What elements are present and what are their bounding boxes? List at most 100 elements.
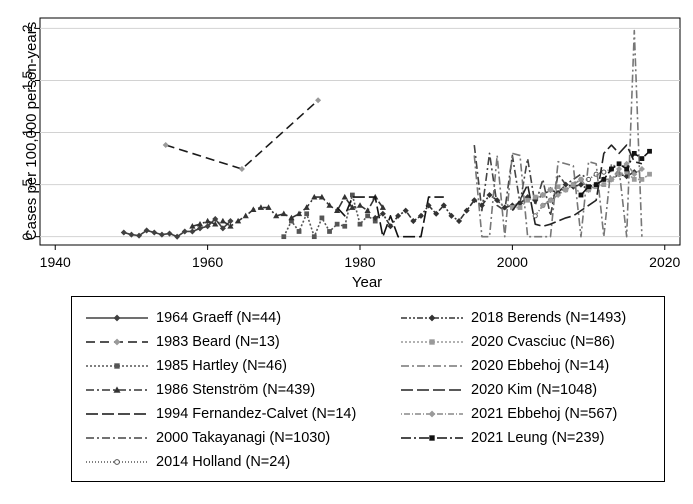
data-point (440, 202, 447, 209)
x-tick-label: 2020 (649, 254, 680, 270)
y-tick-label: .5 (19, 179, 35, 191)
data-point (532, 194, 538, 200)
data-point (429, 435, 435, 441)
series-line (165, 99, 319, 170)
data-point (113, 314, 121, 322)
legend-item: 2020 Cvasciuc (N=86) (399, 332, 615, 352)
data-point (349, 204, 356, 210)
data-point (265, 204, 272, 210)
legend-item: 1964 Graeff (N=44) (84, 308, 281, 328)
data-point (395, 212, 402, 219)
data-point (638, 165, 645, 173)
data-point (234, 217, 242, 224)
x-tick-label: 1980 (344, 254, 375, 270)
data-point (425, 202, 432, 209)
data-point (616, 161, 622, 167)
data-point (616, 165, 623, 173)
data-point (456, 218, 463, 225)
legend-swatch (401, 410, 463, 418)
legend-swatch (86, 413, 148, 415)
legend-swatch (86, 386, 148, 393)
legend-swatch (86, 459, 148, 465)
data-point (647, 171, 652, 177)
series-12 (578, 148, 652, 198)
series-9 (473, 29, 643, 238)
data-point (334, 221, 340, 227)
data-point (162, 142, 169, 149)
legend-item: 1994 Fernandez-Calvet (N=14) (84, 404, 356, 424)
legend-swatch (401, 365, 463, 367)
data-point (311, 234, 317, 240)
data-point (113, 338, 121, 346)
data-point (410, 218, 417, 225)
data-point (315, 97, 322, 104)
data-point (448, 212, 455, 219)
y-tick-label: 1.5 (19, 71, 35, 91)
legend-label: 2021 Ebbehoj (N=567) (471, 406, 618, 422)
data-point (303, 204, 310, 210)
data-point (517, 205, 523, 210)
data-point (350, 192, 355, 198)
data-point (364, 207, 371, 214)
legend-label: 1994 Fernandez-Calvet (N=14) (156, 406, 357, 422)
data-point (311, 193, 318, 200)
legend-item: 1983 Beard (N=13) (84, 332, 280, 352)
data-point (242, 212, 249, 219)
series-line (374, 171, 635, 228)
legend-item: 2000 Takayanagi (N=1030) (84, 428, 330, 448)
y-tick-label: 1 (19, 128, 35, 136)
data-point (609, 166, 614, 172)
legend-label: 1985 Hartley (N=46) (156, 358, 287, 374)
data-point (631, 177, 637, 182)
data-point (463, 207, 470, 214)
legend-label: 2020 Kim (N=1048) (471, 382, 598, 398)
data-point (478, 202, 485, 209)
legend-item: 2014 Holland (N=24) (84, 452, 290, 472)
data-point (204, 223, 211, 230)
data-point (357, 221, 363, 227)
data-point (555, 184, 561, 190)
data-point (196, 225, 204, 232)
data-point (631, 171, 638, 178)
data-point (570, 181, 577, 188)
data-point (624, 166, 630, 172)
data-point (113, 386, 121, 393)
data-point (365, 213, 370, 219)
series-line (511, 144, 643, 228)
data-point (281, 234, 287, 240)
legend: 1964 Graeff (N=44) 1983 Beard (N=13) 1985 … (71, 296, 665, 482)
data-point (356, 202, 364, 208)
data-point (548, 187, 553, 193)
data-point (151, 229, 158, 236)
legend-swatch (86, 437, 148, 439)
data-point (639, 177, 645, 182)
data-point (114, 363, 120, 369)
data-point (319, 215, 325, 221)
x-tick-label: 1940 (40, 254, 71, 270)
data-point (639, 156, 645, 161)
data-point (166, 230, 173, 237)
data-point (586, 184, 591, 190)
data-point (326, 202, 333, 208)
legend-item: 2020 Kim (N=1048) (399, 380, 597, 400)
data-point (471, 197, 478, 204)
data-point (601, 177, 607, 182)
data-point (304, 211, 310, 217)
y-axis-label: Cases per 100,000 person-years (23, 22, 40, 240)
data-point (379, 210, 386, 217)
data-point (539, 202, 546, 209)
data-point (212, 220, 219, 227)
legend-swatch (401, 314, 463, 322)
data-point (486, 191, 493, 199)
series-line (336, 196, 444, 238)
data-point (608, 176, 615, 183)
data-point (601, 169, 607, 175)
legend-label: 2014 Holland (N=24) (156, 454, 291, 470)
legend-label: 2020 Cvasciuc (N=86) (471, 334, 615, 350)
data-point (532, 213, 538, 219)
series-4 (336, 196, 444, 238)
data-point (342, 223, 348, 229)
data-point (280, 210, 287, 217)
data-point (387, 223, 394, 230)
legend-label: 2018 Berends (N=1493) (471, 310, 627, 326)
